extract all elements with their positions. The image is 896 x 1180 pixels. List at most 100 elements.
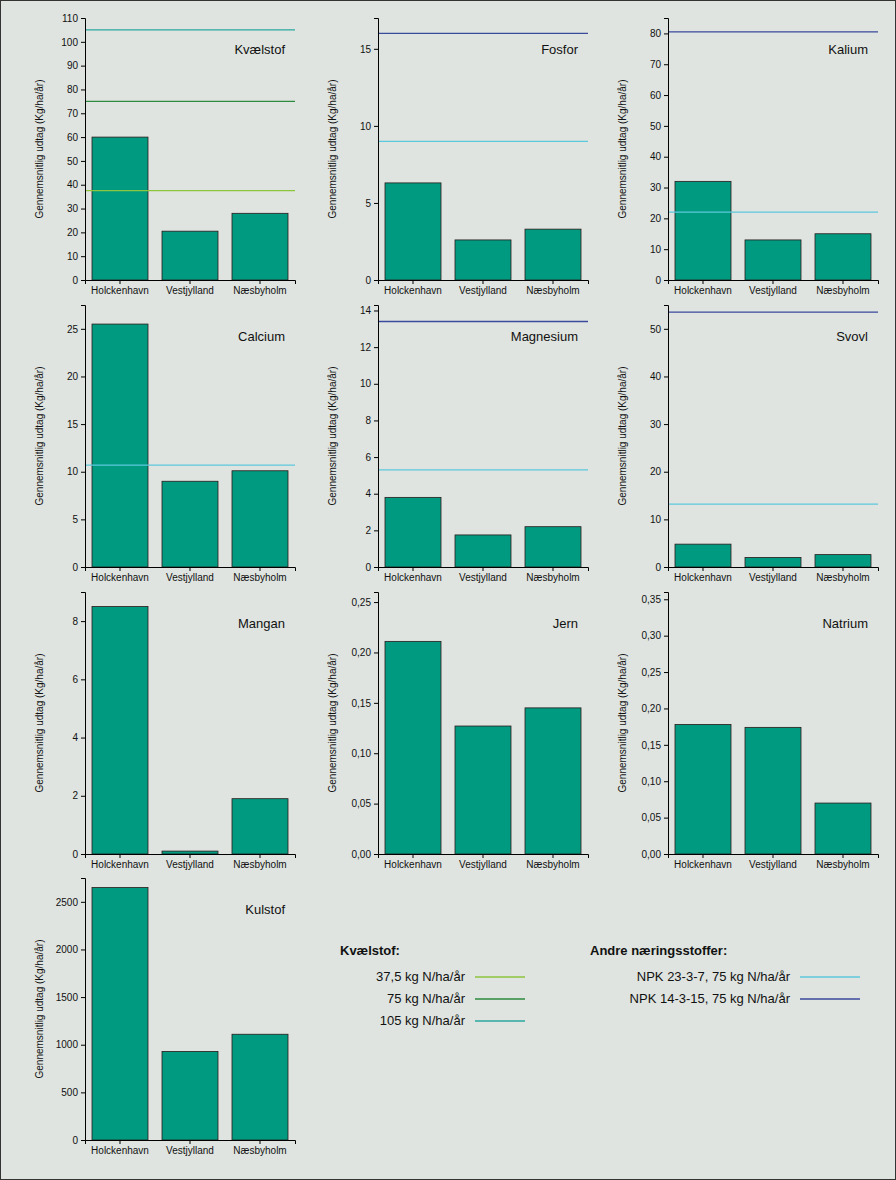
tick-label: 70 bbox=[650, 59, 662, 70]
x-tick: Vestjylland bbox=[459, 567, 507, 583]
y-tick: 1500 bbox=[56, 992, 85, 1003]
tick-label: Holckenhavn bbox=[91, 572, 149, 583]
tick-label: 20 bbox=[650, 213, 662, 224]
tick-mark bbox=[81, 256, 85, 257]
tick-mark bbox=[81, 280, 85, 281]
y-tick: 10 bbox=[360, 121, 378, 132]
bar bbox=[675, 724, 731, 854]
tick-mark bbox=[374, 567, 378, 568]
reference-line bbox=[378, 141, 588, 142]
tick-label: 8 bbox=[72, 616, 78, 627]
plot-area bbox=[668, 312, 878, 567]
axis-line bbox=[86, 1141, 296, 1145]
y-tick: 0,30 bbox=[642, 630, 668, 641]
x-tick: Holckenhavn bbox=[674, 567, 732, 583]
tick-mark bbox=[843, 854, 844, 858]
y-tick: 2000 bbox=[56, 944, 85, 955]
panel-title: Mangan bbox=[238, 616, 285, 631]
tick-mark bbox=[374, 310, 378, 311]
legend-swatch bbox=[475, 998, 525, 1000]
axis-line bbox=[379, 855, 589, 859]
bar bbox=[162, 1051, 218, 1140]
axis-title: Gennemsnitlig udtag (Kg/ha/år) bbox=[617, 654, 628, 793]
legend-label: 37,5 kg N/ha/år bbox=[376, 969, 466, 984]
axis-line bbox=[669, 568, 879, 572]
panel-title: Kulstof bbox=[245, 902, 285, 917]
tick-label: 0,25 bbox=[352, 597, 372, 608]
tick-label: 0,15 bbox=[642, 740, 662, 751]
tick-label: Vestjylland bbox=[166, 1145, 214, 1156]
tick-label: 70 bbox=[67, 108, 79, 119]
tick-mark bbox=[483, 567, 484, 571]
tick-mark bbox=[664, 818, 668, 819]
x-axis: HolckenhavnVestjyllandNæsbyholm bbox=[669, 280, 879, 296]
panel: 01020304050607080HolckenhavnVestjyllandN… bbox=[617, 19, 879, 297]
legend: Kvælstof:37,5 kg N/ha/år75 kg N/ha/år105… bbox=[340, 943, 525, 1028]
x-tick: Vestjylland bbox=[166, 280, 214, 296]
tick-label: 4 bbox=[365, 488, 371, 499]
tick-label: Vestjylland bbox=[749, 859, 797, 870]
tick-label: 100 bbox=[61, 37, 78, 48]
tick-mark bbox=[81, 1045, 85, 1046]
bar bbox=[232, 1034, 288, 1140]
tick-mark bbox=[703, 280, 704, 284]
tick-label: 1000 bbox=[56, 1039, 79, 1050]
tick-label: Næsbyholm bbox=[233, 572, 286, 583]
x-tick: Næsbyholm bbox=[816, 854, 869, 870]
bar bbox=[455, 240, 511, 280]
tick-label: 0,15 bbox=[352, 698, 372, 709]
tick-label: 0,20 bbox=[642, 703, 662, 714]
tick-mark bbox=[81, 949, 85, 950]
legend-swatch bbox=[800, 976, 860, 978]
x-tick: Næsbyholm bbox=[233, 1140, 286, 1156]
tick-mark bbox=[553, 280, 554, 284]
plot-area bbox=[378, 33, 588, 280]
tick-mark bbox=[81, 567, 85, 568]
tick-label: Vestjylland bbox=[459, 285, 507, 296]
bar bbox=[232, 213, 288, 280]
tick-label: Holckenhavn bbox=[674, 572, 732, 583]
tick-mark bbox=[773, 567, 774, 571]
tick-label: Vestjylland bbox=[166, 285, 214, 296]
x-tick: Holckenhavn bbox=[384, 854, 442, 870]
axis-line bbox=[81, 593, 86, 855]
tick-label: 0 bbox=[72, 1135, 78, 1146]
x-tick: Vestjylland bbox=[749, 567, 797, 583]
tick-label: 6 bbox=[72, 674, 78, 685]
x-axis: HolckenhavnVestjyllandNæsbyholm bbox=[669, 854, 879, 870]
tick-label: 80 bbox=[67, 84, 79, 95]
tick-mark bbox=[81, 796, 85, 797]
y-tick: 30 bbox=[650, 419, 668, 430]
y-tick: 70 bbox=[67, 108, 85, 119]
tick-mark bbox=[664, 376, 668, 377]
y-tick: 6 bbox=[365, 452, 378, 463]
tick-mark bbox=[260, 280, 261, 284]
tick-label: 4 bbox=[72, 732, 78, 743]
plot-area bbox=[385, 641, 581, 854]
reference-line bbox=[668, 503, 878, 504]
figure: 0102030405060708090100110HolckenhavnVest… bbox=[0, 0, 896, 1180]
tick-mark bbox=[553, 567, 554, 571]
y-tick: 0,10 bbox=[642, 776, 668, 787]
plot-area bbox=[85, 324, 295, 567]
tick-label: Holckenhavn bbox=[674, 285, 732, 296]
tick-label: 0 bbox=[72, 562, 78, 573]
bar bbox=[232, 799, 288, 854]
reference-line bbox=[668, 311, 878, 312]
y-tick: 5 bbox=[72, 514, 85, 525]
tick-label: 2 bbox=[72, 790, 78, 801]
tick-mark bbox=[664, 33, 668, 34]
y-tick: 80 bbox=[67, 84, 85, 95]
bar bbox=[232, 471, 288, 567]
y-tick: 50 bbox=[650, 121, 668, 132]
tick-label: 10 bbox=[650, 514, 662, 525]
tick-label: Næsbyholm bbox=[526, 859, 579, 870]
legend-swatch bbox=[800, 998, 860, 1000]
x-tick: Vestjylland bbox=[166, 567, 214, 583]
tick-mark bbox=[81, 679, 85, 680]
tick-mark bbox=[260, 1140, 261, 1144]
x-tick: Holckenhavn bbox=[91, 567, 149, 583]
bar bbox=[745, 727, 801, 854]
y-tick: 5 bbox=[365, 198, 378, 209]
tick-mark bbox=[190, 1140, 191, 1144]
